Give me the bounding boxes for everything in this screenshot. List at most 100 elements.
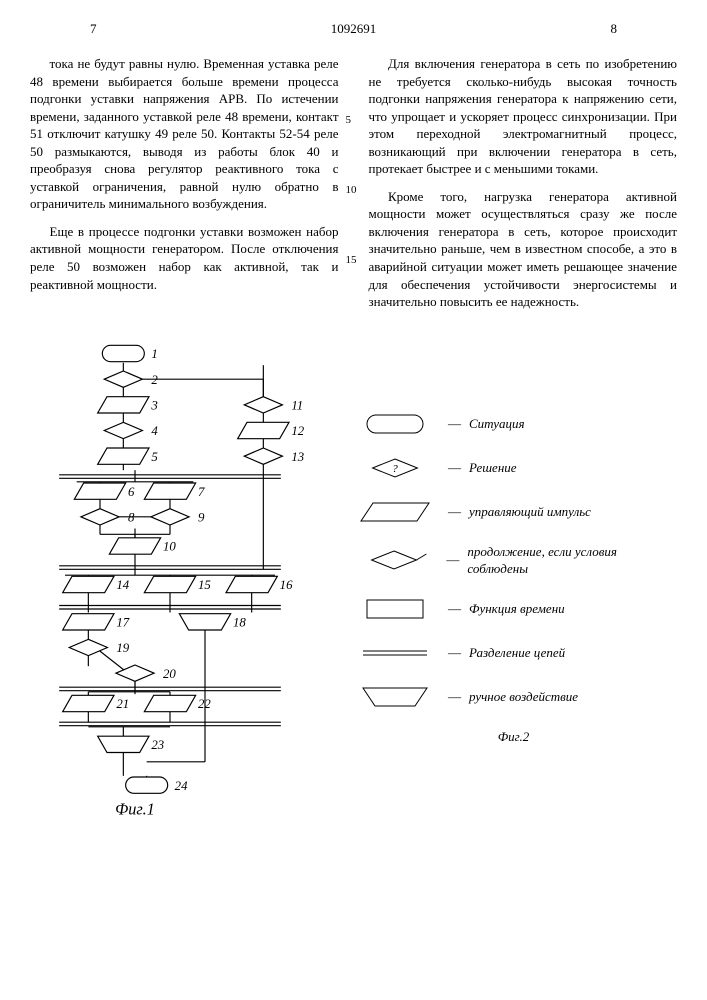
document-number: 1092691 [331,20,377,38]
flowchart-node [74,483,125,499]
line-number: 10 [346,183,357,198]
paragraph: Кроме того, нагрузка генератора активной… [369,188,678,311]
node-label: 2 [151,372,158,386]
node-label: 17 [116,615,129,629]
flowchart-node [179,613,230,629]
flowchart-node [238,422,289,438]
node-label: 4 [151,424,158,438]
flowchart-fig1: 123456789101112131415161718192021222324Ф… [30,341,310,821]
figures-row: 123456789101112131415161718192021222324Ф… [30,341,677,821]
legend-label: Функция времени [469,600,565,618]
node-label: 9 [198,510,205,524]
legend-symbol-icon [355,499,435,525]
legend-symbol [350,684,440,710]
node-label: 24 [175,778,188,792]
legend-dash: — [448,644,461,662]
legend-dash: — [448,600,461,618]
node-label: 3 [150,398,157,412]
legend-symbol-icon [355,684,435,710]
node-label: 8 [128,510,135,524]
legend-symbol-icon [355,411,435,437]
legend-label: Решение [469,459,517,477]
legend-label: продолжение, если условия соблюдены [467,543,677,578]
flowchart-node [126,777,168,793]
legend-row: — Функция времени [350,596,677,622]
legend-row: — Ситуация [350,411,677,437]
legend-symbol-icon [355,640,435,666]
flowchart-node [81,508,119,524]
legend-symbol [350,411,440,437]
legend-row: — ручное воздействие [350,684,677,710]
node-label: 22 [198,697,211,711]
flowchart-node [104,371,142,387]
node-label: 7 [198,484,205,498]
legend-symbol [350,499,440,525]
node-label: 16 [280,578,293,592]
flowchart-node [102,345,144,361]
legend-fig2: — Ситуация? — Решение — управляющий импульс — п… [310,341,677,821]
node-label: 13 [291,449,304,463]
flowchart-node [98,736,149,752]
legend-label: Разделение цепей [469,644,565,662]
legend-row: — Разделение цепей [350,640,677,666]
node-label: 20 [163,666,176,680]
flowchart-node [244,396,282,412]
line-number: 15 [346,253,357,268]
legend-symbol: ? [350,455,440,481]
flowchart-node [63,613,114,629]
node-label: 19 [116,641,129,655]
legend-dash: — [448,688,461,706]
flowchart-node [144,576,195,592]
node-label: 14 [116,578,129,592]
legend-symbol [350,640,440,666]
node-label: 21 [116,697,129,711]
legend-dash: — [446,551,459,569]
flowchart-node [144,483,195,499]
legend-symbol [350,547,438,573]
legend-label: Ситуация [469,415,525,433]
legend-dash: — [448,459,461,477]
text-columns: тока не будут равны нулю. Временная уста… [30,55,677,321]
node-label: 5 [151,449,158,463]
flowchart-node [151,508,189,524]
legend-symbol [350,596,440,622]
legend-symbol-icon [354,547,434,573]
flowchart-node [63,695,114,711]
flowchart-node [144,695,195,711]
line-number: 5 [346,113,352,128]
figure-caption: Фиг.2 [350,728,677,746]
node-label: 23 [151,738,164,752]
figure-caption: Фиг.1 [115,799,155,818]
legend-symbol-icon [355,596,435,622]
flowchart-node [244,448,282,464]
paragraph: Еще в процессе подгонки уставки возможен… [30,223,339,293]
paragraph: Для включения генератора в сеть по изобр… [369,55,678,178]
flowchart-node [109,537,160,553]
page-header: 7 1092691 8 [30,20,677,40]
legend-dash: — [448,415,461,433]
left-column: тока не будут равны нулю. Временная уста… [30,55,339,321]
flowchart-node [63,576,114,592]
node-label: 15 [198,578,211,592]
node-label: 10 [163,539,176,553]
flowchart-node [98,396,149,412]
flowchart-node [104,422,142,438]
flowchart-svg: 123456789101112131415161718192021222324Ф… [30,341,310,821]
right-column: Для включения генератора в сеть по изобр… [369,55,678,321]
node-label: 1 [151,347,157,361]
flowchart-node [98,448,149,464]
paragraph: тока не будут равны нулю. Временная уста… [30,55,339,213]
legend-symbol-icon: ? [355,455,435,481]
node-label: 11 [291,398,303,412]
svg-text:?: ? [392,463,398,475]
legend-label: управляющий импульс [469,503,591,521]
legend-dash: — [448,503,461,521]
node-label: 6 [128,484,135,498]
legend-row: ? — Решение [350,455,677,481]
legend-row: — управляющий импульс [350,499,677,525]
legend-label: ручное воздействие [469,688,578,706]
legend-row: — продолжение, если условия соблюдены [350,543,677,578]
page-number-right: 8 [611,20,618,38]
node-label: 18 [233,615,246,629]
flowchart-node [226,576,277,592]
